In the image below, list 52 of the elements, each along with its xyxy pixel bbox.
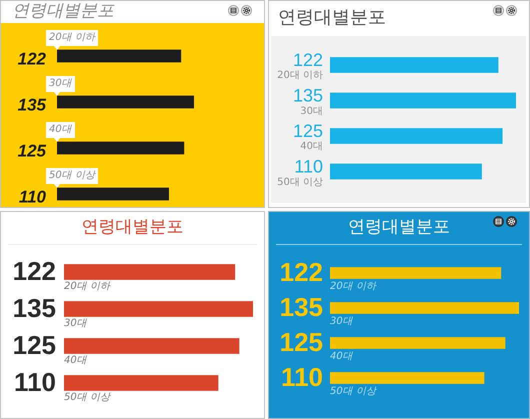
y-tick-label: 40대 (330, 350, 353, 364)
bar (330, 267, 502, 279)
y-tick-label: 30대 (49, 78, 72, 90)
data-label: 125 (292, 120, 323, 141)
data-label: 125 (12, 330, 56, 360)
y-tick-label: 50대 이상 (64, 391, 110, 405)
bar (64, 338, 240, 354)
data-label: 135 (280, 292, 323, 322)
bar (330, 372, 484, 384)
y-tick-label: 50대 이상 (49, 170, 95, 182)
bar (330, 92, 516, 108)
chart-title: 연령대별분포 (278, 7, 386, 28)
bar (57, 50, 182, 62)
bar (64, 264, 236, 280)
data-label: 110 (14, 367, 56, 398)
data-label: 125 (280, 327, 323, 358)
y-tick-label: 50대 이상 (330, 385, 376, 399)
y-tick-label: 50대 이상 (277, 176, 323, 190)
chart-title: 연령대별분포 (82, 217, 184, 237)
data-label: 122 (12, 256, 56, 286)
chart-title: 연령대별분포 (12, 1, 114, 21)
y-tick-label: 30대 (330, 315, 353, 329)
data-label: 135 (12, 293, 56, 324)
bar (64, 301, 253, 317)
data-label: 110 (18, 188, 47, 207)
data-label: 122 (18, 50, 47, 69)
bar (64, 375, 218, 391)
data-label: 135 (292, 85, 323, 106)
y-tick-label: 20대 이하 (49, 32, 95, 44)
y-tick-label: 20대 이하 (64, 280, 110, 294)
y-tick-label: 20대 이하 (330, 280, 376, 294)
bar (330, 302, 519, 314)
data-label: 125 (18, 142, 47, 161)
data-label: 122 (292, 50, 323, 70)
data-label: 110 (281, 362, 323, 392)
y-tick-label: 30대 (64, 317, 87, 331)
bar (330, 128, 503, 144)
chart-title: 연령대별분포 (348, 217, 450, 237)
y-tick-label: 30대 (300, 104, 323, 118)
y-tick-label: 20대 이하 (277, 69, 323, 83)
y-tick-label: 40대 (64, 354, 87, 368)
y-tick-label: 40대 (49, 124, 72, 136)
bar (57, 96, 194, 108)
bar (57, 188, 169, 200)
bar (330, 57, 498, 73)
data-label: 122 (280, 257, 323, 288)
bar (330, 337, 506, 349)
data-label: 110 (294, 156, 323, 176)
data-label: 135 (18, 96, 47, 115)
bar (57, 142, 184, 154)
y-tick-label: 40대 (300, 140, 323, 154)
bar (330, 164, 482, 180)
